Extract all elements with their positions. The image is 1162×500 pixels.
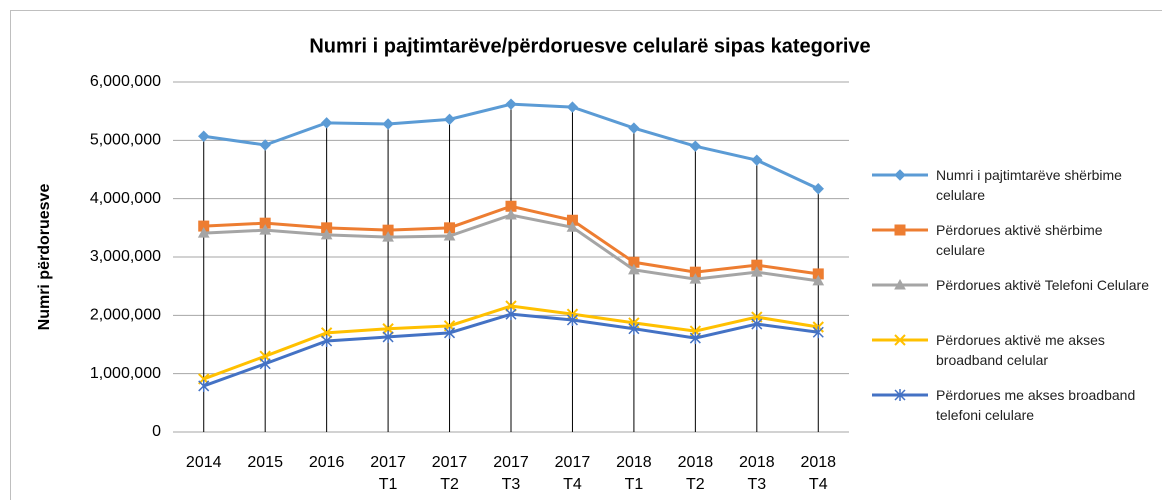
marker [812, 274, 825, 286]
marker [443, 229, 456, 241]
marker [812, 326, 824, 339]
marker [505, 208, 517, 220]
legend-label: Përdorues me akses broadband telefoni ce… [936, 387, 1136, 423]
marker [259, 224, 272, 235]
marker [689, 273, 702, 284]
marker [443, 113, 456, 126]
y-tick-label: 3,000,000 [90, 248, 161, 265]
marker [320, 228, 333, 240]
legend-marker [894, 389, 906, 401]
x-tick-label: 2017 T3 [493, 454, 529, 493]
y-tick-label: 5,000,000 [90, 132, 161, 149]
x-tick-label: 2017 T4 [554, 454, 591, 493]
marker [628, 322, 640, 335]
y-tick-label: 2,000,000 [90, 307, 161, 324]
marker [382, 118, 394, 130]
legend-marker [894, 169, 906, 181]
frame [10, 10, 1162, 500]
marker [320, 117, 333, 129]
marker [505, 300, 517, 312]
legend-marker [894, 334, 906, 346]
y-axis-label: Numri përdoruesve [36, 184, 53, 331]
x-tick-label: 2017 T1 [370, 454, 406, 493]
x-tick-label: 2014 [185, 454, 222, 471]
marker [198, 379, 210, 392]
x-tick-label: 2015 [247, 454, 283, 471]
marker [812, 183, 824, 195]
marker [259, 357, 271, 370]
marker [444, 326, 456, 339]
marker [259, 139, 271, 151]
x-tick-label: 2018 T2 [677, 454, 714, 493]
marker [320, 327, 333, 339]
y-tick-label: 6,000,000 [90, 73, 161, 90]
x-tick-label: 2016 [308, 454, 345, 471]
legend-label: Përdorues aktivë me akses broadband celu… [936, 332, 1105, 368]
marker [628, 263, 640, 275]
marker [566, 221, 579, 232]
marker [566, 314, 578, 326]
marker [751, 154, 763, 166]
marker [198, 130, 210, 142]
marker [750, 266, 763, 277]
marker [505, 98, 517, 110]
legend-marker [894, 224, 906, 236]
marker [566, 101, 579, 113]
marker [689, 332, 701, 345]
marker [628, 122, 640, 134]
x-tick-label: 2018 T4 [800, 454, 837, 493]
marker [505, 308, 517, 321]
marker [382, 330, 394, 343]
y-tick-label: 0 [152, 423, 161, 440]
y-tick-label: 4,000,000 [90, 190, 161, 207]
chart-title: Numri i pajtimtarëve/përdoruesve celular… [309, 35, 870, 57]
marker [382, 323, 394, 335]
x-tick-label: 2018 T1 [616, 454, 652, 493]
legend-label: Numri i pajtimtarëve shërbime celulare [936, 167, 1122, 203]
marker [197, 227, 210, 238]
y-tick-label: 1,000,000 [90, 365, 161, 382]
legend-marker [894, 278, 906, 290]
legend-label: Përdorues aktivë shërbime celulare [936, 222, 1103, 258]
x-tick-label: 2018 T3 [739, 454, 775, 493]
x-tick-label: 2017 T2 [431, 454, 468, 493]
legend-label: Përdorues aktivë Telefoni Celulare [936, 277, 1149, 293]
marker [382, 231, 394, 242]
marker [751, 318, 763, 331]
marker [689, 140, 702, 152]
marker [321, 335, 333, 347]
